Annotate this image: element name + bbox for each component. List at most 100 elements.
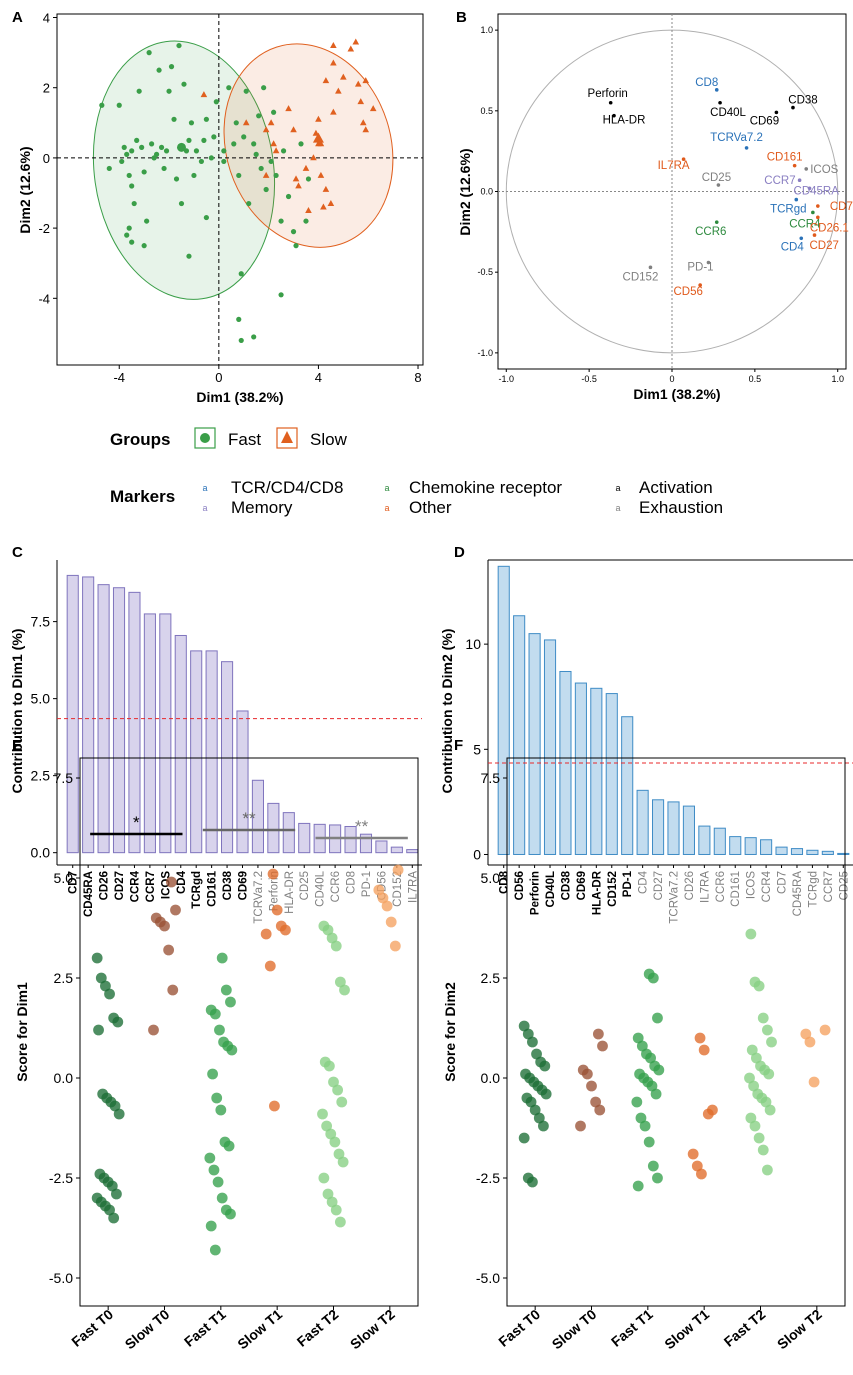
slow-point [200, 91, 208, 98]
slow-point [330, 108, 337, 115]
fast-point [186, 137, 192, 143]
fast-point [124, 151, 130, 157]
y-tick-label: -1.0 [477, 348, 493, 358]
slow-point [330, 41, 337, 48]
variable-point [791, 105, 795, 110]
y-tick-label: -5.0 [476, 1270, 500, 1286]
slow-point [292, 175, 300, 182]
fast-point [251, 141, 257, 147]
variable-point [816, 204, 820, 208]
y-tick-label: -2.5 [476, 1170, 500, 1186]
score-point [330, 1204, 342, 1216]
fast-point [146, 50, 152, 56]
score-point [381, 900, 393, 912]
fast-point [141, 243, 147, 249]
score-point [592, 1028, 604, 1040]
x-tick-label: CD40L [545, 871, 557, 907]
score-point [753, 980, 765, 992]
variable-point [681, 157, 686, 162]
y-tick-label: 5 [473, 741, 481, 757]
significance-label: * [133, 813, 140, 832]
variable-point [807, 186, 812, 191]
y-tick-label: 5.0 [31, 691, 51, 707]
fast-point [208, 155, 214, 161]
score-point [647, 1160, 659, 1172]
x-tick-label: CD45RA [792, 871, 804, 917]
x-tick-label: CD8 [499, 870, 511, 894]
score-point [214, 1024, 225, 1036]
fast-point [280, 148, 287, 154]
fast-point [198, 158, 205, 165]
score-point [204, 1152, 216, 1164]
variable-point [816, 215, 820, 220]
score-point [590, 1096, 602, 1108]
fast-point [193, 148, 200, 154]
variable-point [774, 110, 779, 115]
slow-point [354, 80, 362, 87]
y-axis-title: Contribution to Dim1 (%) [9, 629, 25, 794]
y-tick-label: -4 [38, 291, 50, 306]
y-tick-label: 0.0 [481, 1070, 501, 1086]
score-point [223, 1140, 235, 1152]
x-tick-label: TCRVa7.2 [669, 871, 681, 924]
fast-point [163, 148, 170, 154]
x-axis-title: Dim1 (38.2%) [633, 386, 720, 402]
fast-point [161, 165, 167, 172]
score-point [215, 1104, 227, 1116]
x-tick-label: HLA-DR [591, 870, 603, 915]
bar [406, 849, 419, 854]
score-point [653, 1064, 665, 1076]
x-tick-label: CCR6 [330, 871, 342, 902]
panel-d-contribution-dim2: CD8 CD56 Perforin CD40L CD38 CD69 HLA-DR CD152 P… [439, 559, 853, 924]
score-point [209, 1008, 221, 1020]
individual-points [99, 38, 377, 344]
fast-point [131, 200, 137, 207]
legend-label-exhaustion: Exhaustion [639, 498, 723, 517]
panel-a-individuals-pca: -4 0 4 8 -4 -2 0 2 4 Dim1 (38.2%) Dim2 (12.6%) [17, 11, 424, 405]
fast-ellipse [92, 40, 276, 300]
score-point [639, 1120, 651, 1132]
legend-label-memory: Memory [231, 498, 293, 517]
score-point [377, 892, 389, 904]
y-tick-label: 7.5 [481, 770, 501, 786]
score-point [328, 1076, 339, 1088]
score-point [113, 1108, 125, 1120]
bar [744, 837, 757, 855]
bar [174, 634, 187, 854]
legend-marker-glyph: a [384, 503, 389, 513]
score-point [332, 1084, 344, 1096]
x-tick-label: Slow T1 [661, 1306, 712, 1352]
bar [359, 833, 373, 854]
group-ellipses [92, 40, 394, 300]
score-point [318, 1172, 330, 1184]
variable-point [698, 283, 702, 287]
axis-ticks: -4 0 4 8 -4 -2 0 2 4 [38, 11, 421, 385]
variable-label: CD4 [781, 241, 805, 253]
legend-slow-triangle-icon [281, 431, 293, 443]
score-point [750, 1052, 762, 1064]
fast-point [141, 169, 147, 175]
fast-point [251, 334, 257, 340]
bar [112, 587, 126, 854]
score-point [216, 1192, 228, 1204]
fast-point [236, 316, 242, 322]
score-point [216, 952, 228, 964]
y-tick-label: -0.5 [477, 267, 493, 277]
legend-label-activation: Activation [639, 478, 713, 497]
bar [344, 825, 357, 854]
x-tick-label: CD25 [838, 871, 850, 900]
score-point [652, 1172, 663, 1184]
bar [82, 576, 95, 854]
score-point [323, 1060, 335, 1072]
bar [66, 574, 79, 854]
slow-point [302, 164, 310, 171]
score-point [575, 1120, 586, 1132]
x-tick-label: Slow T2 [774, 1306, 825, 1352]
variable-point [714, 220, 719, 224]
score-point [745, 1112, 757, 1124]
y-tick-label: 10 [465, 636, 481, 652]
score-point [109, 1100, 121, 1112]
fast-point [278, 292, 284, 298]
bar [621, 716, 634, 855]
variable-label: CD40L [710, 107, 746, 119]
